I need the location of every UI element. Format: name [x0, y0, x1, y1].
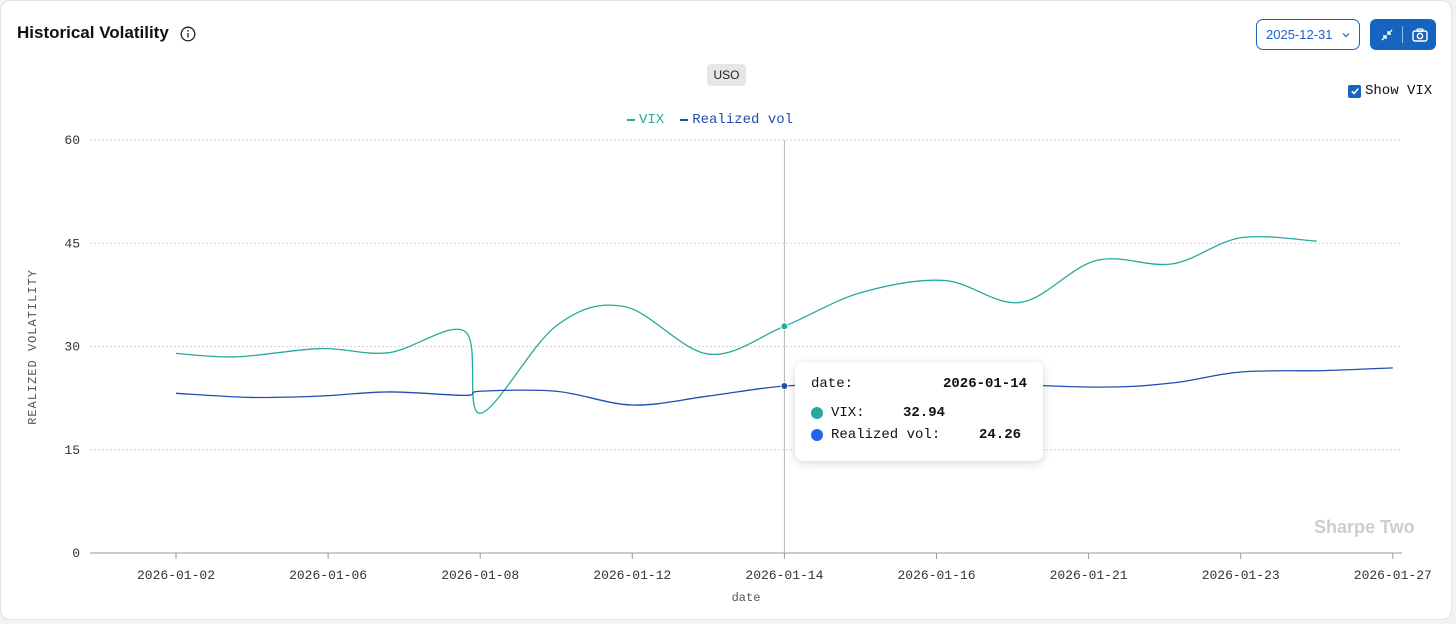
- date-select[interactable]: 2025-12-31: [1256, 19, 1360, 50]
- chevron-down-icon: [1342, 33, 1350, 38]
- y-tick-label: 45: [64, 236, 80, 251]
- tooltip-date-label: date:: [811, 376, 854, 392]
- tooltip-rv-value: 24.26: [979, 427, 1022, 443]
- x-tick-label: 2026-01-08: [441, 568, 519, 583]
- legend-label-realized-vol: Realized vol: [692, 112, 794, 128]
- tooltip-date-value: 2026-01-14: [942, 376, 1027, 392]
- date-select-value: 2025-12-31: [1266, 27, 1333, 42]
- chart-legend: VIX Realized vol: [627, 112, 793, 128]
- tooltip-vix-label: VIX:: [831, 405, 865, 421]
- tooltip-date-row: date: 2026-01-14: [811, 376, 1027, 392]
- x-tick-label: 2026-01-21: [1050, 568, 1128, 583]
- tooltip-vix-dot: [811, 407, 823, 419]
- legend-item-vix[interactable]: VIX: [627, 112, 664, 128]
- show-vix-checkbox[interactable]: [1348, 84, 1361, 98]
- tooltip-rv-label: Realized vol:: [831, 427, 941, 443]
- toolbar-button-group: [1370, 19, 1436, 50]
- button-divider: [1402, 26, 1403, 43]
- tooltip-rv-dot: [811, 429, 823, 441]
- show-vix-label: Show VIX: [1365, 83, 1433, 99]
- collapse-button[interactable]: [1370, 19, 1403, 50]
- legend-item-realized-vol[interactable]: Realized vol: [680, 112, 793, 128]
- legend-swatch-vix: [627, 119, 635, 121]
- x-tick-label: 2026-01-23: [1202, 568, 1280, 583]
- watermark: Sharpe Two: [1314, 517, 1415, 537]
- chart-tooltip: date: 2026-01-14 VIX: 32.94 Realized vol…: [795, 362, 1043, 461]
- legend-label-vix: VIX: [639, 112, 665, 128]
- camera-icon: [1411, 27, 1428, 42]
- tooltip-vix-value: 32.94: [903, 405, 946, 421]
- info-icon[interactable]: [180, 26, 196, 42]
- x-tick-label: 2026-01-14: [745, 568, 823, 583]
- x-tick-label: 2026-01-06: [289, 568, 367, 583]
- y-axis-title: REALIZED VOLATILITY: [26, 269, 40, 425]
- page-title: Historical Volatility: [17, 23, 169, 42]
- collapse-icon: [1381, 29, 1392, 40]
- show-vix-toggle[interactable]: Show VIX: [1348, 83, 1432, 99]
- realized-vol-hover-point: [780, 382, 789, 391]
- screenshot-button[interactable]: [1403, 19, 1436, 50]
- tooltip-rv-row: Realized vol: 24.26: [811, 427, 1027, 443]
- x-axis-title: date: [732, 591, 761, 605]
- y-tick-label: 15: [64, 443, 80, 458]
- ticker-badge: USO: [707, 64, 746, 86]
- checkmark-icon: [1350, 88, 1359, 95]
- legend-swatch-realized-vol: [680, 119, 689, 121]
- realized-vol-series-line: [175, 367, 1393, 406]
- x-tick-label: 2026-01-12: [593, 568, 671, 583]
- y-tick-label: 60: [64, 133, 80, 148]
- x-tick-label: 2026-01-02: [137, 568, 215, 583]
- y-tick-label: 30: [64, 340, 80, 355]
- vix-series-line: [175, 235, 1317, 414]
- x-tick-label: 2026-01-16: [897, 568, 975, 583]
- vix-hover-point: [780, 322, 789, 331]
- x-tick-label: 2026-01-27: [1354, 568, 1432, 583]
- y-tick-label: 0: [72, 546, 80, 561]
- tooltip-vix-row: VIX: 32.94: [811, 405, 1027, 421]
